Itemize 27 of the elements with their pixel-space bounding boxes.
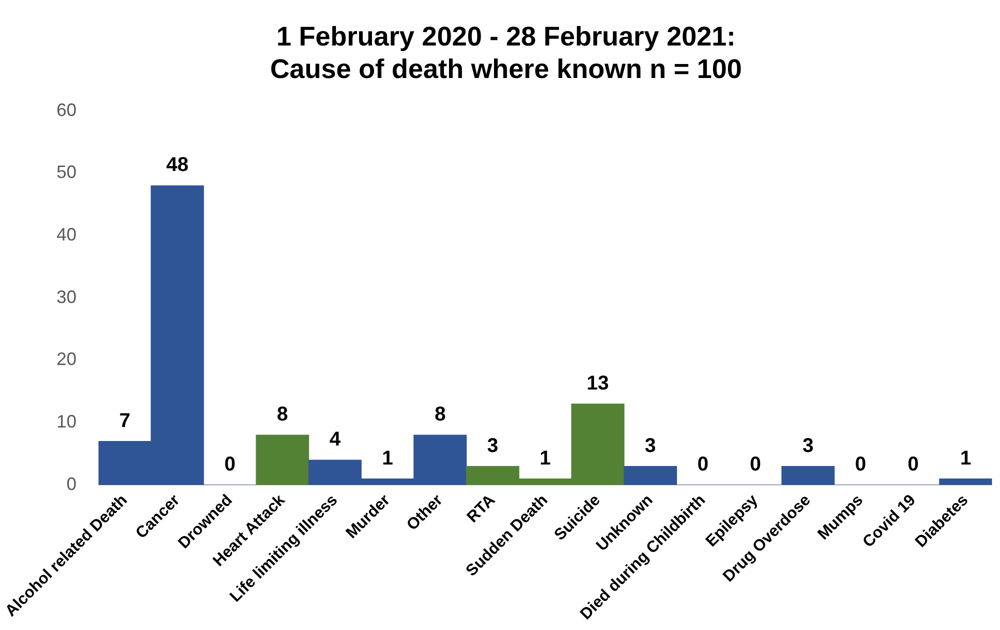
data-label: 4	[329, 428, 342, 451]
y-tick-label: 40	[56, 224, 76, 245]
bar	[256, 434, 310, 486]
data-label: 13	[586, 372, 609, 394]
data-label: 8	[434, 404, 446, 426]
data-label: 0	[908, 454, 919, 476]
y-tick-label: 50	[56, 162, 76, 182]
data-label: 3	[487, 434, 498, 457]
data-label: 48	[166, 154, 188, 176]
data-label: 0	[224, 454, 236, 476]
y-tick-label: 30	[56, 286, 76, 307]
data-label: 0	[855, 454, 866, 476]
data-label: 0	[697, 454, 708, 476]
data-label: 3	[802, 434, 814, 457]
y-tick-label: 10	[56, 412, 76, 432]
y-tick-label: 20	[56, 349, 76, 370]
data-label: 0	[750, 454, 762, 476]
data-label: 1	[960, 447, 972, 470]
data-label: 3	[644, 434, 656, 457]
data-label: 1	[382, 447, 394, 470]
chart-title: 1 February 2020 - 28 February 2021: Cause of death where known n = 100	[270, 22, 742, 84]
y-tick-label: 60	[56, 100, 76, 120]
data-label: 1	[540, 447, 551, 470]
data-label: 7	[119, 410, 130, 432]
data-label: 8	[276, 404, 288, 426]
y-tick-label: 0	[66, 474, 76, 494]
x-tick-label: RTA	[464, 491, 499, 526]
